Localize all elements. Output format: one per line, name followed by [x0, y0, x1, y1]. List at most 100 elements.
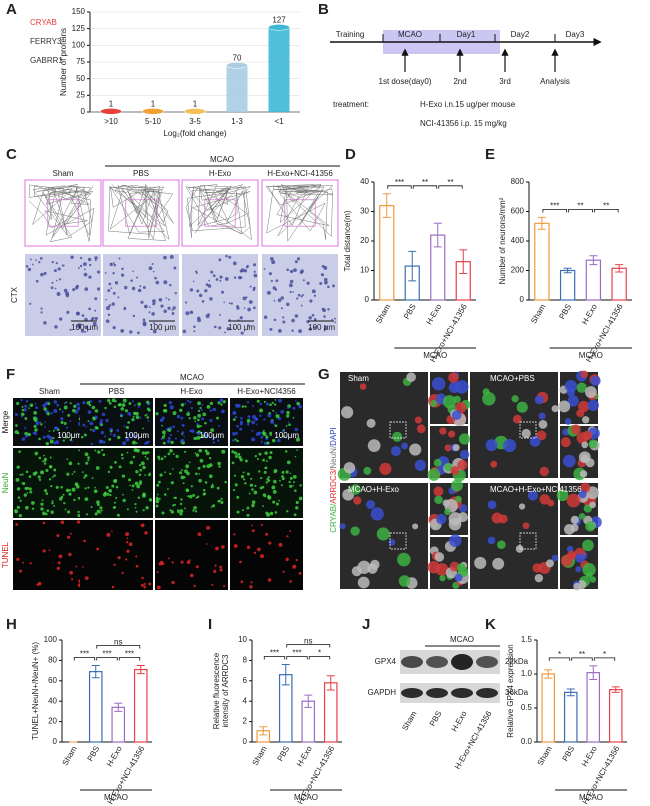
y-tick-label: 0: [365, 295, 370, 304]
cell: [217, 461, 221, 466]
cell: [199, 406, 202, 410]
cell: [454, 573, 463, 582]
cell: [42, 511, 46, 516]
cell: [273, 423, 276, 426]
cell: [52, 429, 55, 432]
cell: [109, 493, 112, 497]
cell: [222, 400, 226, 404]
cell: [152, 299, 156, 304]
cell: [25, 265, 29, 268]
cell: [251, 529, 255, 533]
cell: [282, 570, 285, 573]
panel-letter: H: [6, 616, 17, 633]
cell: [196, 289, 200, 293]
cell: [252, 288, 256, 292]
cell: [69, 402, 72, 405]
cell: [163, 280, 168, 285]
cell: [210, 484, 214, 489]
cell: [584, 386, 597, 398]
cell: [246, 324, 250, 327]
cell: [42, 460, 45, 463]
cell: [313, 294, 317, 297]
cell: [251, 488, 254, 491]
x-tick-label: Sham: [374, 302, 392, 325]
cell: [40, 507, 44, 511]
cell: [212, 437, 215, 441]
cell: [260, 440, 263, 443]
cell: [84, 287, 89, 291]
cell: [123, 306, 126, 309]
cell: [50, 484, 53, 488]
cell: [15, 477, 20, 482]
cell: [295, 558, 298, 562]
cell: [73, 498, 76, 502]
cell: [444, 462, 453, 472]
significance-label: **: [577, 202, 583, 211]
cell: [81, 566, 84, 568]
image-bg: [230, 520, 303, 590]
cell: [135, 510, 138, 513]
cell: [195, 565, 199, 569]
cell: [60, 420, 64, 424]
micrograph: [339, 483, 428, 589]
y-tick-label: 0.5: [521, 703, 533, 712]
cell: [576, 382, 587, 393]
cell: [293, 513, 297, 517]
cell: [259, 414, 262, 417]
cell: [35, 279, 39, 283]
cell: [456, 563, 466, 572]
cell: [144, 304, 148, 309]
cell: [167, 436, 171, 440]
scale-bar-label: 100μm: [199, 431, 224, 440]
cell: [545, 559, 554, 568]
cell: [272, 500, 276, 504]
cell: [266, 290, 271, 295]
bar-top: [100, 108, 122, 115]
cell: [72, 288, 76, 292]
cell: [208, 457, 212, 460]
micrograph: [25, 254, 101, 336]
cell: [37, 581, 42, 586]
cell: [233, 327, 235, 329]
cell: [444, 508, 451, 516]
significance-label: ***: [550, 202, 559, 211]
column-label: H-Exo: [209, 169, 232, 178]
cell: [174, 437, 178, 440]
cell: [350, 484, 361, 495]
cell: [262, 431, 267, 436]
cell: [439, 575, 446, 582]
micrograph: [230, 398, 303, 446]
cell: [409, 443, 422, 456]
y-tick-label: 75: [76, 57, 85, 66]
cell: [73, 470, 76, 473]
micrograph: [556, 482, 602, 535]
cell: [48, 478, 52, 481]
cell: [129, 330, 133, 334]
cell: [579, 470, 588, 478]
cell: [363, 466, 372, 475]
cell: [161, 435, 165, 439]
cell: [156, 496, 158, 499]
cell: [298, 404, 302, 409]
cell: [76, 520, 81, 524]
cell: [295, 500, 299, 505]
zoom-box: [389, 532, 407, 550]
cell: [260, 435, 264, 439]
cell: [192, 509, 195, 512]
cell: [161, 430, 166, 435]
cell: [186, 489, 190, 493]
column-label: Sham: [39, 387, 60, 396]
cell: [198, 293, 203, 298]
cell: [235, 431, 239, 435]
cell: [288, 423, 291, 427]
track: [185, 184, 252, 241]
cell: [253, 490, 258, 495]
cell: [37, 475, 41, 479]
value-label: 1: [193, 99, 198, 108]
cell: [83, 433, 87, 437]
cell: [156, 585, 161, 590]
cell: [269, 403, 272, 407]
cell: [43, 271, 47, 275]
cell: [45, 512, 48, 516]
cell: [242, 296, 247, 301]
